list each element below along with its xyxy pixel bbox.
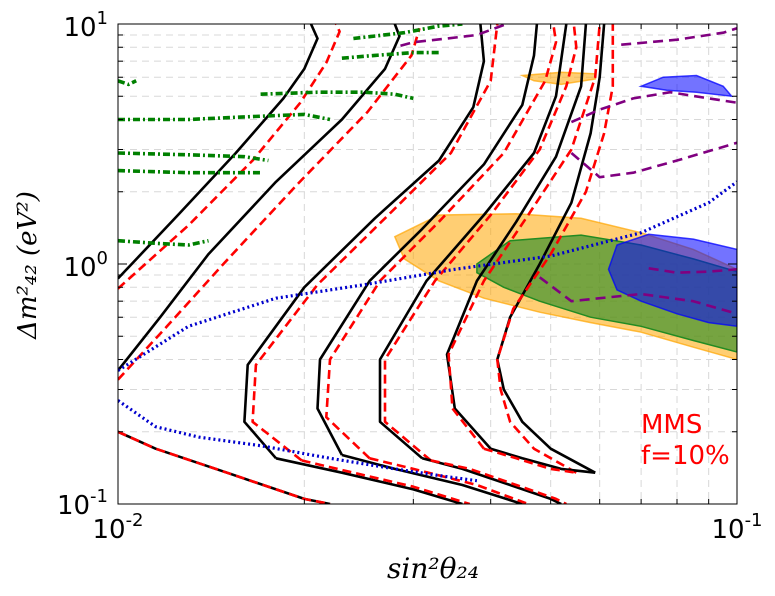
contour-line-green-dotted	[341, 50, 439, 60]
contour-line-red-dashed	[251, 24, 499, 462]
contour-line-green-dotted	[118, 151, 269, 163]
contour-line-green-dotted	[118, 79, 137, 87]
contour-line-black-solid	[118, 24, 319, 280]
contour-line-black-solid	[316, 24, 539, 456]
contour-line-black-solid	[118, 24, 401, 372]
x-tick-label-0: 10-2	[92, 510, 143, 545]
contour-line-red-dashed	[118, 27, 421, 381]
contour-line-red-dashed	[301, 459, 471, 504]
contour-line-black-solid	[275, 457, 463, 504]
contour-line-purple-dashed	[538, 276, 737, 316]
contour-line-black-solid	[445, 24, 588, 450]
contour-line-red-dashed	[495, 24, 615, 474]
y-tick-label-0: 10-1	[57, 486, 108, 521]
contour-line-red-dashed	[324, 24, 558, 460]
allowed-region-blue	[607, 233, 737, 328]
contour-line-red-dashed	[430, 459, 567, 504]
contour-line-black-solid	[341, 453, 523, 504]
y-axis-label: Δm²₄₂ (eV²)	[13, 191, 43, 340]
contour-line-green-dotted	[353, 24, 463, 41]
contour-line-black-solid	[378, 24, 568, 460]
annotation-line-1: MMS	[641, 410, 702, 440]
contour-line-red-dashed	[118, 24, 341, 290]
contour-line-red-dashed	[447, 24, 601, 450]
contour-line-red-dashed	[383, 24, 578, 462]
contour-line-purple-dashed	[570, 90, 737, 124]
contour-line-black-solid	[490, 447, 596, 474]
x-tick-label-1: 10-1	[711, 510, 762, 545]
contour-lines	[118, 24, 737, 504]
contour-line-red-dashed	[483, 447, 577, 474]
y-tick-label-2: 101	[63, 8, 108, 43]
contour-line-green-dotted	[118, 238, 209, 247]
contour-line-green-dotted	[118, 112, 331, 122]
annotation-line-2: f=10%	[641, 441, 730, 471]
contour-line-green-dotted	[118, 168, 261, 175]
y-tick-label-1: 100	[63, 248, 108, 283]
allowed-region-blue	[638, 74, 734, 98]
contour-line-black-solid	[243, 24, 486, 460]
contour-line-green-dotted	[260, 90, 414, 101]
contour-line-purple-dashed	[394, 24, 505, 49]
contour-line-blue-dotted	[118, 180, 737, 372]
contour-line-black-solid	[495, 24, 606, 474]
axis-ticks	[117, 23, 738, 505]
allowed-regions	[393, 71, 737, 361]
contour-line-red-dashed	[369, 457, 529, 504]
contour-line-red-dashed	[118, 430, 331, 504]
contour-line-purple-dashed	[570, 141, 737, 179]
x-axis-label: sin²θ₂₄	[387, 552, 479, 585]
